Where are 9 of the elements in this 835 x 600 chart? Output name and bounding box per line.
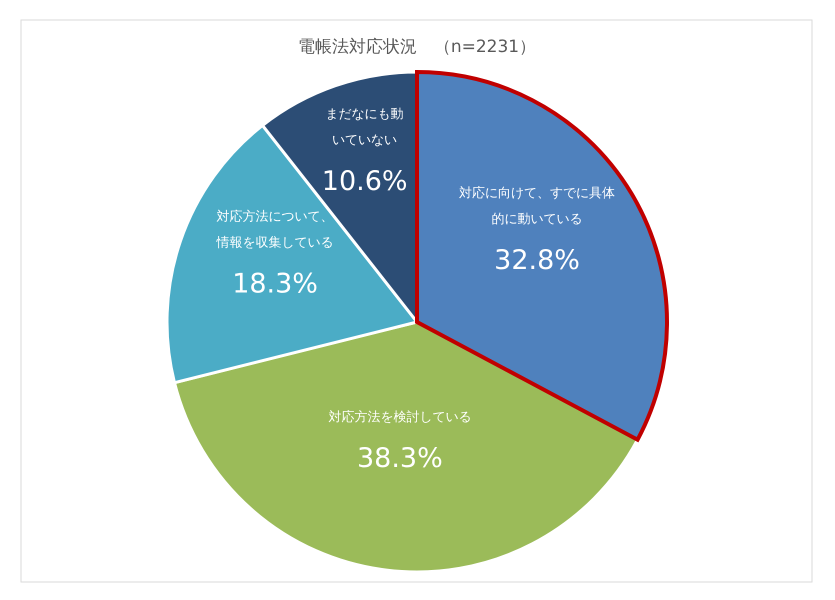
- slice-label: 対応方法を検討している: [328, 408, 472, 425]
- data-label: 10.6%: [322, 166, 408, 197]
- slice-label: 対応方法について、情報を収集している: [216, 208, 334, 250]
- data-label: 32.8%: [494, 244, 580, 276]
- chart-title: 電帳法対応状況 （n=2231）: [298, 37, 536, 57]
- slice-label: 対応に向けて、すでに具体的に動いている: [459, 184, 616, 227]
- data-label: 38.3%: [357, 442, 443, 474]
- data-label: 18.3%: [232, 268, 318, 300]
- slice-label: まだなにも動いていない: [326, 106, 404, 148]
